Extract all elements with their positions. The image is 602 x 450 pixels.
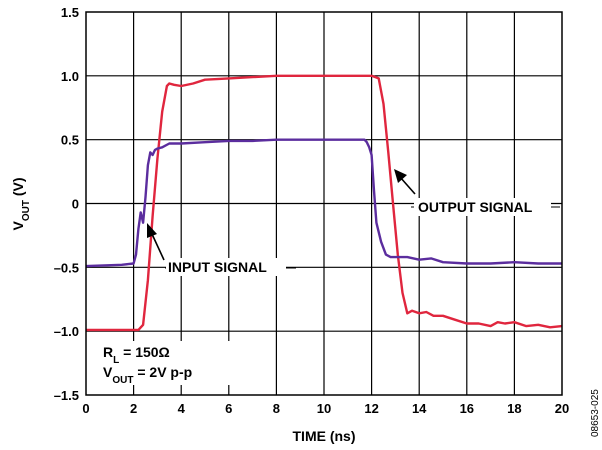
figure-id: 08653-025 xyxy=(590,389,601,437)
output-signal-line xyxy=(86,74,563,332)
y-axis-label: VOUT (V) xyxy=(10,177,32,230)
rl-annotation: RL = 150Ω xyxy=(103,344,170,366)
y-tick-label: 1.5 xyxy=(61,5,79,20)
output-signal-label: OUTPUT SIGNAL xyxy=(418,199,533,215)
input-arrow-shaft xyxy=(151,233,165,261)
y-tick-label: –1.0 xyxy=(54,324,79,339)
output-arrow-shaft xyxy=(399,176,416,195)
x-tick-label: 18 xyxy=(507,401,521,416)
input-label-bg xyxy=(166,258,286,276)
x-tick-label: 10 xyxy=(317,401,331,416)
x-tick-label: 20 xyxy=(555,401,569,416)
input-arrow-head xyxy=(147,223,157,238)
x-tick-label: 4 xyxy=(178,401,186,416)
output-label-bg xyxy=(414,198,551,216)
plot-frame xyxy=(85,11,563,396)
x-tick-label: 6 xyxy=(225,401,232,416)
series-group xyxy=(85,74,563,332)
y-tick-label: –1.5 xyxy=(54,388,79,403)
conditions-bg xyxy=(100,341,230,385)
y-tick-label: 0.5 xyxy=(61,133,79,148)
annotations-group: OUTPUT SIGNAL INPUT SIGNAL RL = 150Ω VOU… xyxy=(100,169,560,386)
x-tick-label: 16 xyxy=(460,401,474,416)
x-tick-label: 12 xyxy=(364,401,378,416)
x-tick-label: 14 xyxy=(412,401,427,416)
input-signal-line xyxy=(85,138,562,268)
vout-annotation: VOUT = 2V p-p xyxy=(103,364,192,386)
output-arrow-head xyxy=(394,169,407,183)
y-tick-label: –0.5 xyxy=(54,260,79,275)
input-signal-label: INPUT SIGNAL xyxy=(168,259,267,275)
x-tick-label: 0 xyxy=(82,401,89,416)
tick-labels: 0 2 4 6 8 10 12 14 16 18 20 1.5 1.0 0.5 0 –0.5 –1.0 –1.5 xyxy=(54,5,570,416)
x-tick-label: 2 xyxy=(130,401,137,416)
y-tick-label: 0 xyxy=(72,197,79,212)
x-tick-label: 8 xyxy=(273,401,280,416)
y-tick-label: 1.0 xyxy=(61,69,79,84)
x-axis-label: TIME (ns) xyxy=(293,428,356,444)
